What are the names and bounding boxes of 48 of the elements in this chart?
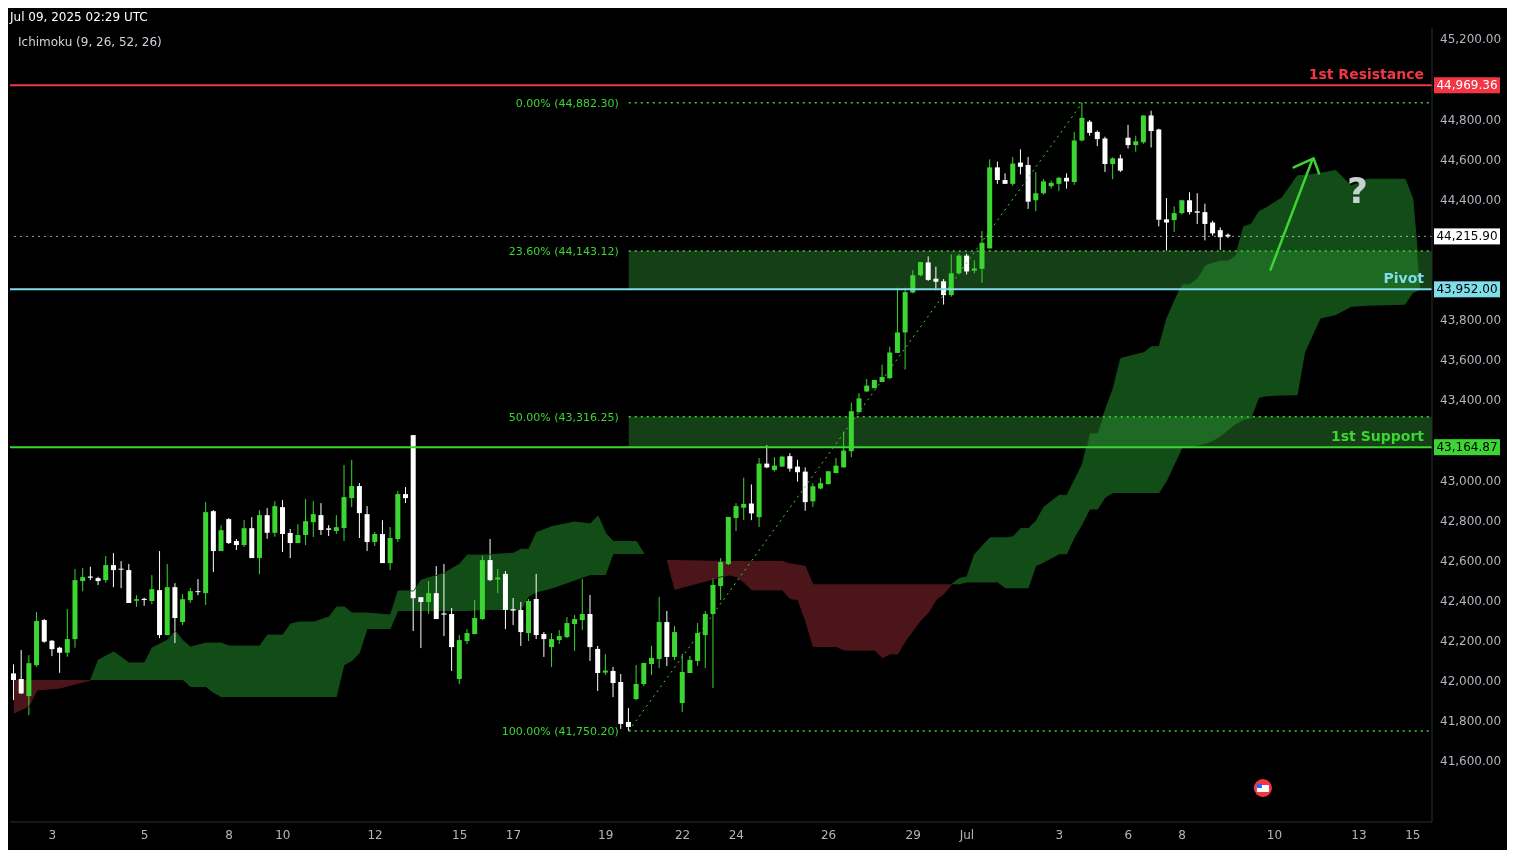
y-tick-label: 41,600.00 xyxy=(1440,754,1502,769)
y-tick-label: 42,800.00 xyxy=(1440,513,1502,528)
y-tick-label: 43,000.00 xyxy=(1440,473,1502,488)
annotation: ? xyxy=(1347,170,1368,212)
y-tick-label: 43,400.00 xyxy=(1440,393,1502,408)
ref-line-label: Pivot xyxy=(1383,270,1425,287)
y-tick-label: 42,200.00 xyxy=(1440,633,1502,648)
y-tick-label: 44,400.00 xyxy=(1440,192,1502,207)
x-tick-label: 3 xyxy=(48,827,57,842)
ref-line-label: 50.00% (43,316.25) xyxy=(508,410,619,424)
x-tick-label: 26 xyxy=(820,827,837,842)
y-tick-label: 45,200.00 xyxy=(1440,32,1502,47)
x-tick-label: 13 xyxy=(1351,827,1367,842)
x-tick-label: 3 xyxy=(1055,827,1064,842)
ref-line-label: 100.00% (41,750.20) xyxy=(501,724,619,738)
y-tick-label: 42,600.00 xyxy=(1440,553,1502,568)
x-tick-label: 22 xyxy=(674,827,691,842)
y-tick-label: 44,800.00 xyxy=(1440,112,1502,127)
x-tick-label: 12 xyxy=(367,827,383,842)
x-tick-label: 15 xyxy=(452,827,468,842)
y-tick-label: 42,000.00 xyxy=(1440,674,1502,689)
x-tick-label: 8 xyxy=(225,827,233,842)
y-tick-label: 43,600.00 xyxy=(1440,353,1502,368)
x-tick-label: 29 xyxy=(905,827,921,842)
ref-line-label: 1st Support xyxy=(1331,428,1425,445)
x-tick-label: 24 xyxy=(728,827,745,842)
text: Ichimoku (9, 26, 52, 26) xyxy=(18,35,162,49)
x-tick-label: 8 xyxy=(1178,827,1187,842)
x-tick-label: 10 xyxy=(1266,827,1283,842)
x-tick-label: 15 xyxy=(1405,827,1421,842)
x-tick-label: 19 xyxy=(598,827,614,842)
ref-line-label: 0.00% (44,882.30) xyxy=(515,96,619,110)
x-tick-label: Jul xyxy=(958,827,975,842)
text: 43,952.00 xyxy=(1436,282,1498,297)
x-tick-label: 6 xyxy=(1124,827,1133,842)
y-tick-label: 44,600.00 xyxy=(1440,152,1502,167)
y-tick-label: 43,800.00 xyxy=(1440,313,1502,328)
text: 43,164.87 xyxy=(1436,440,1498,455)
text: 44,215.90 xyxy=(1436,229,1498,244)
chart-title: Jul 09, 2025 02:29 UTC xyxy=(10,10,148,24)
x-tick-label: 10 xyxy=(275,827,291,842)
ref-line-label: 23.60% (44,143.12) xyxy=(508,244,619,258)
y-tick-label: 42,400.00 xyxy=(1440,593,1502,608)
x-tick-label: 5 xyxy=(140,827,149,842)
x-tick-label: 17 xyxy=(505,827,522,842)
ref-line-label: 1st Resistance xyxy=(1308,66,1424,83)
y-tick-label: 41,800.00 xyxy=(1440,714,1502,729)
text: 44,969.36 xyxy=(1436,78,1498,93)
